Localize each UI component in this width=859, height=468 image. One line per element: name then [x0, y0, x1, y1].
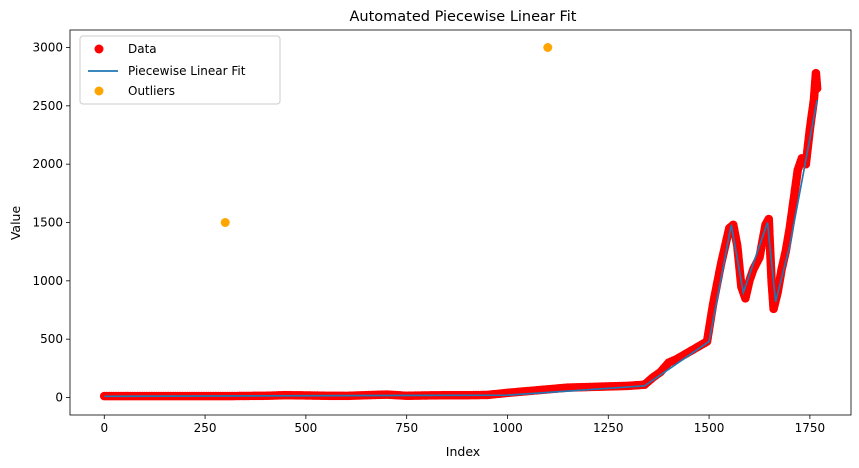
axes-frame: [69, 29, 852, 416]
x-tick-label: 1500: [694, 421, 725, 435]
legend-frame: [79, 35, 281, 105]
x-tick-label: 750: [395, 421, 418, 435]
x-tick-label: 500: [294, 421, 317, 435]
legend-label-fit: Piecewise Linear Fit: [128, 64, 246, 78]
legend-label-data: Data: [128, 42, 157, 56]
outlier-point: [543, 43, 553, 52]
x-tick-label: 1750: [795, 421, 826, 435]
plot-area: 0 250 500 750 1000 1250 1500 1750 0 500 1000 1500 20…: [32, 29, 852, 435]
x-axis-label: Index: [446, 444, 480, 459]
y-tick-label: 1500: [32, 216, 63, 230]
x-tick-label: 1000: [492, 421, 523, 435]
legend-marker-data: [94, 44, 104, 54]
y-tick-label: 2500: [32, 99, 63, 113]
legend: Data Piecewise Linear Fit Outliers: [79, 35, 281, 105]
chart-title: Automated Piecewise Linear Fit: [349, 9, 576, 25]
x-tick-label: 250: [194, 421, 217, 435]
fit-line: [104, 99, 818, 398]
y-tick-label: 1000: [32, 274, 63, 288]
y-tick-label: 3000: [32, 41, 63, 55]
legend-marker-outliers: [94, 86, 104, 96]
y-tick-label: 500: [40, 332, 63, 346]
x-tick-label: 0: [100, 421, 108, 435]
data-point: [812, 84, 822, 93]
x-tick-label: 1250: [593, 421, 624, 435]
y-axis-label: Value: [8, 206, 23, 241]
legend-label-outliers: Outliers: [128, 84, 175, 98]
outlier-point: [220, 218, 230, 227]
y-tick-label: 0: [55, 391, 63, 405]
y-tick-label: 2000: [32, 157, 63, 171]
